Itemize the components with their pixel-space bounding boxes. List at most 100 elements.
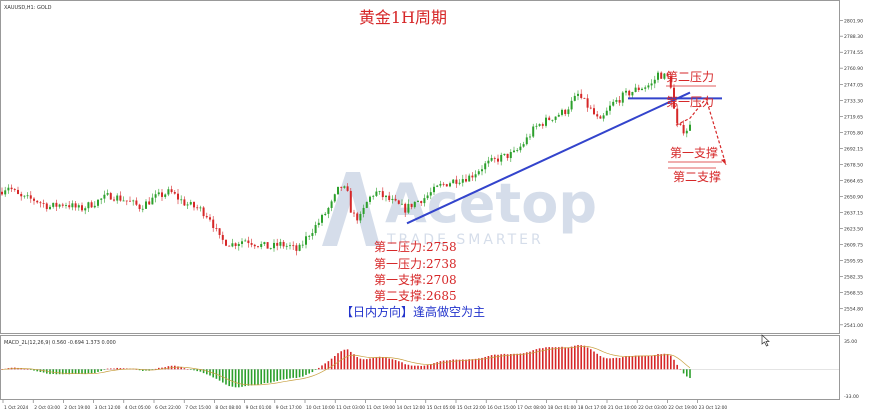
macd-bar <box>417 365 419 370</box>
macd-bar <box>596 353 598 370</box>
candle-body <box>407 203 410 213</box>
macd-bar <box>298 369 301 378</box>
macd-bar <box>532 350 534 370</box>
candle-body <box>375 191 378 196</box>
candle-body <box>295 245 298 251</box>
level-support-1: 第一支撑:2708 <box>374 272 457 287</box>
time-tick-label: 3 Oct 12:00 <box>95 405 121 411</box>
candle-body <box>36 200 39 203</box>
candle-body <box>122 200 125 202</box>
candle-body <box>564 109 567 115</box>
macd-bar <box>247 369 250 386</box>
time-tick-label: 18 Oct 17:00 <box>578 405 607 411</box>
main-chart-frame <box>0 0 840 334</box>
macd-bar <box>186 369 189 370</box>
macd-bar <box>23 368 26 370</box>
candle-body <box>413 201 416 208</box>
annotation-resistance-2: 第二压力 <box>666 70 714 84</box>
macd-bar <box>138 369 141 371</box>
macd-histogram <box>0 344 839 388</box>
candle-body <box>321 214 323 223</box>
macd-bar <box>494 354 496 370</box>
macd-bar <box>119 368 122 370</box>
candle-body <box>282 241 285 247</box>
price-tick-label: 2609.75 <box>844 243 863 249</box>
candle-body <box>180 199 183 201</box>
candle-body <box>292 245 295 247</box>
candle-body <box>26 195 29 197</box>
candle-body <box>266 242 269 249</box>
macd-bar <box>426 365 429 370</box>
macd-bar <box>615 357 618 370</box>
candle-body <box>52 202 55 207</box>
candle-body <box>218 228 221 235</box>
macd-bar <box>196 369 198 372</box>
macd-bar <box>302 369 304 377</box>
macd-tick-label: -33.00 <box>844 394 859 400</box>
candle-body <box>29 195 32 199</box>
candle-body <box>394 198 397 201</box>
macd-bar <box>673 359 675 370</box>
candle-body <box>186 204 189 206</box>
macd-bar <box>295 369 298 378</box>
macd-bar <box>628 356 630 370</box>
level-resistance-2: 第二压力:2758 <box>374 240 457 254</box>
candle-body <box>55 202 58 207</box>
candle-body <box>516 150 519 151</box>
price-tick-label: 2650.90 <box>844 195 863 201</box>
macd-bar <box>433 363 435 370</box>
macd-bar <box>519 353 522 370</box>
macd-bar <box>52 369 54 374</box>
price-tick-label: 2760.90 <box>844 66 863 72</box>
candle-body <box>689 124 691 131</box>
time-tick-label: 6 Oct 22:00 <box>155 405 181 411</box>
macd-bar <box>167 366 170 370</box>
candle-body <box>103 194 106 199</box>
macd-bar <box>353 354 355 370</box>
candle-body <box>474 174 477 178</box>
candle-body <box>468 175 471 182</box>
time-axis: 1 Oct 2024 2 Oct 03:00 2 Oct 19:00 3 Oct 12… <box>2 339 859 411</box>
macd-bar <box>356 357 358 370</box>
candle-body <box>577 93 579 96</box>
watermark-tagline: TRADE SMARTER <box>386 232 544 248</box>
candle-body <box>269 248 272 250</box>
macd-bar <box>321 365 323 370</box>
macd-bar <box>631 356 634 370</box>
annotation-resistance-1: 第一压力 <box>666 95 714 109</box>
time-tick-label: 21 Oct 10:00 <box>608 405 637 411</box>
candle-body <box>90 202 93 208</box>
time-tick-label: 22 Oct 19:00 <box>668 405 697 411</box>
macd-bar <box>346 349 349 370</box>
candle-body <box>532 126 535 137</box>
candle-body <box>561 109 563 115</box>
macd-bar <box>468 359 470 370</box>
candle-body <box>548 117 551 120</box>
macd-bar <box>641 355 643 370</box>
macd-bar <box>442 360 445 370</box>
macd-bar <box>689 369 691 379</box>
candle-body <box>161 192 163 197</box>
macd-bar <box>625 356 627 370</box>
macd-bar <box>305 369 307 375</box>
macd-bar <box>74 369 77 374</box>
macd-bar <box>225 369 227 385</box>
candle-body <box>669 76 672 88</box>
macd-bar <box>535 349 538 370</box>
macd-bar <box>465 359 467 370</box>
macd-bar <box>257 369 259 385</box>
macd-bar <box>209 369 211 376</box>
candle-body <box>685 130 688 134</box>
candle-body <box>378 191 381 192</box>
macd-bar <box>362 359 365 370</box>
macd-bar <box>612 358 614 370</box>
price-tick-label: 2774.55 <box>844 50 863 56</box>
macd-bar <box>324 363 326 370</box>
macd-bar <box>545 347 547 370</box>
macd-bar <box>65 369 67 375</box>
candle-body <box>65 205 67 206</box>
macd-bar <box>551 347 554 370</box>
macd-bar <box>481 357 483 370</box>
macd-frame <box>0 335 840 400</box>
candle-body <box>631 91 634 96</box>
